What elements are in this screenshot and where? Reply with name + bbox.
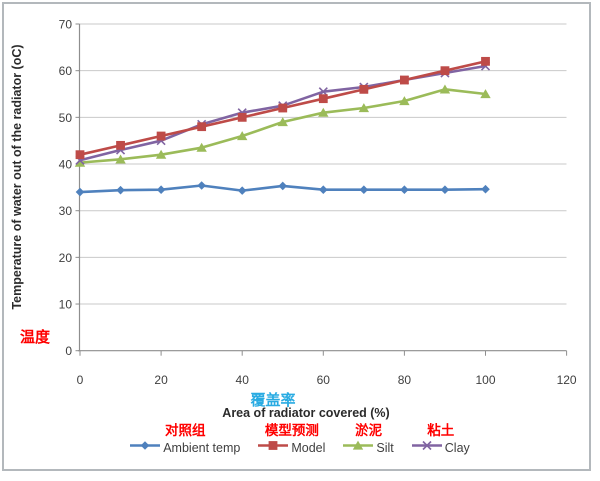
data-point-ambient-temp: [359, 185, 369, 194]
legend-x-marker-icon: [411, 439, 442, 457]
data-point-silt: [277, 117, 288, 127]
series-silt: [74, 84, 491, 167]
data-point-ambient-temp: [75, 187, 85, 197]
data-point-model: [116, 140, 125, 150]
data-point-ambient-temp: [400, 185, 409, 194]
y-tick-label: 20: [59, 251, 73, 265]
legend-label-clay: Clay: [444, 441, 470, 455]
data-point-silt: [318, 107, 329, 117]
legend-label-silt: Silt: [376, 441, 394, 455]
x-tick-label: 120: [557, 373, 577, 387]
data-point-model: [318, 94, 328, 104]
x-tick-label: 60: [317, 373, 331, 387]
x-tick-label: 0: [77, 373, 84, 387]
cn-x-axis-annotation: 覆盖率: [250, 392, 296, 409]
marker-square: [268, 441, 278, 450]
legend-diamond-marker-icon: [130, 439, 161, 457]
marker-diamond: [140, 441, 150, 450]
data-point-ambient-temp: [319, 185, 328, 194]
data-point-model: [481, 56, 490, 66]
marker-x: [422, 440, 432, 451]
data-point-model: [237, 112, 247, 122]
y-tick-label: 0: [65, 344, 72, 358]
y-tick-label: 60: [59, 64, 73, 78]
y-axis-title: Temperature of water out of the radiator…: [10, 44, 24, 310]
y-tick-label: 10: [59, 298, 73, 312]
data-point-ambient-temp: [116, 185, 125, 195]
y-tick-label: 30: [59, 204, 73, 218]
legend-cn-label-silt: 淤泥: [355, 423, 383, 438]
data-point-silt: [480, 89, 491, 99]
data-point-ambient-temp: [481, 184, 490, 194]
data-point-ambient-temp: [156, 185, 166, 194]
legend-item-ambient-temp: 对照组 Ambient temp: [130, 422, 240, 457]
data-point-model: [278, 103, 288, 113]
data-point-ambient-temp: [237, 186, 247, 195]
legend: 对照组 Ambient temp 模型预测 Model 淤泥 Silt 粘土: [0, 422, 600, 457]
legend-cn-label-ambient: 对照组: [165, 423, 206, 438]
data-point-model: [400, 75, 409, 85]
legend-cn-label-clay: 粘土: [427, 423, 455, 438]
y-tick-label: 70: [59, 18, 73, 32]
y-tick-label: 40: [59, 158, 73, 172]
legend-item-model: 模型预测 Model: [258, 422, 325, 457]
legend-label-ambient: Ambient temp: [163, 441, 241, 455]
y-tick-label: 50: [59, 111, 73, 125]
marker-triangle: [353, 440, 364, 450]
series-clay: [75, 61, 491, 165]
data-point-silt: [237, 131, 248, 141]
cn-y-axis-annotation: 温度: [20, 329, 51, 346]
data-point-model: [197, 122, 207, 132]
legend-cn-label-model: 模型预测: [264, 423, 319, 438]
x-tick-label: 40: [236, 373, 250, 387]
legend-item-clay: 粘土 Clay: [411, 422, 470, 457]
data-point-model: [156, 131, 166, 141]
data-point-ambient-temp: [440, 185, 450, 194]
x-axis-title: Area of radiator covered (%): [222, 406, 390, 420]
data-point-model: [440, 66, 450, 76]
data-point-silt: [439, 84, 451, 94]
data-point-silt: [358, 103, 370, 113]
data-point-silt: [399, 96, 410, 106]
chart-plot: 0 10 20 30 40 50 60 70 0 20 40 60 80 100 120: [59, 18, 577, 387]
data-point-model: [359, 84, 369, 94]
data-point-silt: [74, 157, 86, 167]
data-point-silt: [196, 142, 207, 152]
data-point-silt: [115, 154, 126, 164]
legend-item-silt: 淤泥 Silt: [343, 422, 394, 457]
data-point-ambient-temp: [278, 181, 288, 191]
series-ambient-temp: [75, 181, 490, 197]
series-model: [75, 56, 490, 160]
legend-triangle-marker-icon: [343, 439, 374, 457]
legend-square-marker-icon: [258, 439, 289, 457]
data-point-ambient-temp: [197, 181, 206, 190]
data-point-silt: [155, 149, 167, 159]
data-point-model: [75, 150, 85, 160]
x-tick-label: 20: [154, 373, 168, 387]
x-tick-label: 80: [398, 373, 412, 387]
x-tick-label: 100: [475, 373, 495, 387]
legend-label-model: Model: [291, 441, 326, 455]
series-line-clay: [78, 64, 487, 162]
